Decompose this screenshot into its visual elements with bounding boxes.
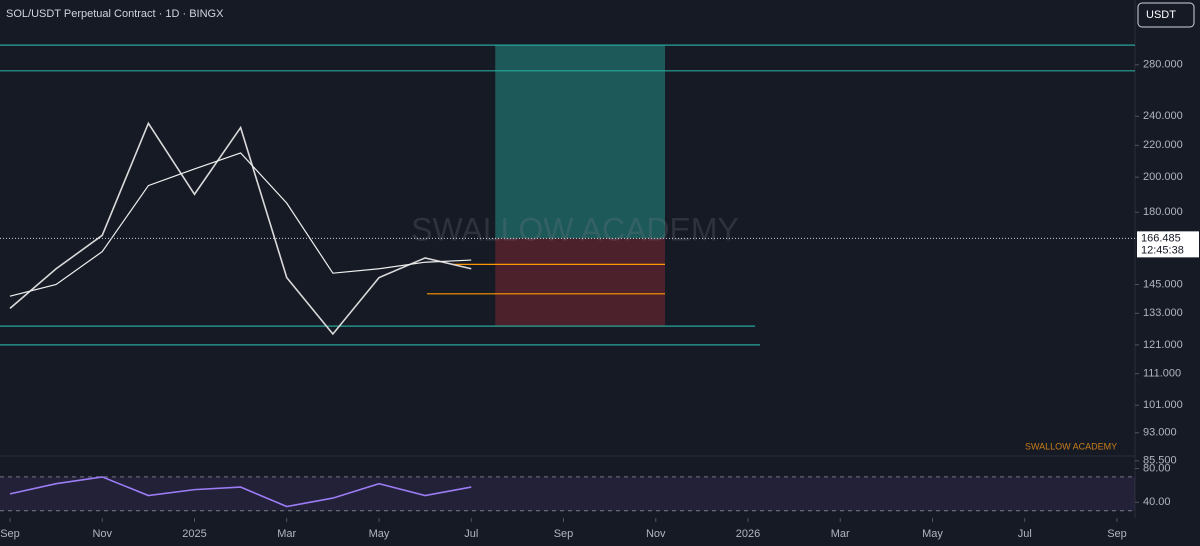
y-tick-label: 111.000 (1143, 368, 1181, 380)
price-line (9, 121, 472, 336)
y-tick-label: 220.000 (1143, 139, 1183, 151)
y-tick-label: 200.000 (1143, 171, 1183, 183)
countdown: 12:45:38 (1141, 244, 1184, 256)
y-tick-label: 93.000 (1143, 427, 1177, 439)
x-tick-label: 2026 (736, 528, 760, 540)
stop-zone (495, 238, 665, 327)
watermark: SWALLOW ACADEMY (411, 211, 739, 247)
x-tick-label: May (922, 528, 943, 540)
currency-button[interactable] (1137, 2, 1195, 28)
x-tick-label: Sep (554, 528, 574, 540)
y-tick-label: 85.500 (1143, 455, 1177, 467)
y-tick-label: 80.00 (1143, 462, 1171, 474)
price-line (9, 476, 472, 508)
y-tick-label: 145.000 (1143, 278, 1183, 290)
x-tick-label: Nov (92, 528, 112, 540)
x-tick-label: Jul (1018, 528, 1032, 540)
rsi-band (0, 476, 1135, 511)
x-tick-label: Nov (646, 528, 666, 540)
x-tick-label: 2025 (182, 528, 206, 540)
x-tick-label: May (369, 528, 390, 540)
x-tick-label: Jul (464, 528, 478, 540)
x-tick-label: Mar (277, 528, 296, 540)
y-tick-label: 101.000 (1143, 399, 1183, 411)
x-tick-label: Sep (1107, 528, 1127, 540)
price-line (9, 152, 472, 297)
x-tick-label: Mar (831, 528, 850, 540)
last-price: 166.485 (1141, 232, 1181, 244)
y-tick-label: 240.000 (1143, 110, 1183, 122)
target-zone (495, 45, 665, 239)
y-tick-label: 121.000 (1143, 339, 1183, 351)
last-price-box (1137, 231, 1199, 258)
signature: SWALLOW ACADEMY (1025, 441, 1117, 451)
currency[interactable]: USDT (1146, 9, 1176, 21)
chart-title: SOL/USDT Perpetual Contract · 1D · BINGX (6, 8, 224, 20)
y-tick-label: 133.000 (1143, 307, 1183, 319)
y-tick-label: 180.000 (1143, 206, 1183, 218)
y-tick-label: 280.000 (1143, 59, 1183, 71)
x-tick-label: Sep (0, 528, 20, 540)
y-tick-label: 40.00 (1143, 496, 1171, 508)
